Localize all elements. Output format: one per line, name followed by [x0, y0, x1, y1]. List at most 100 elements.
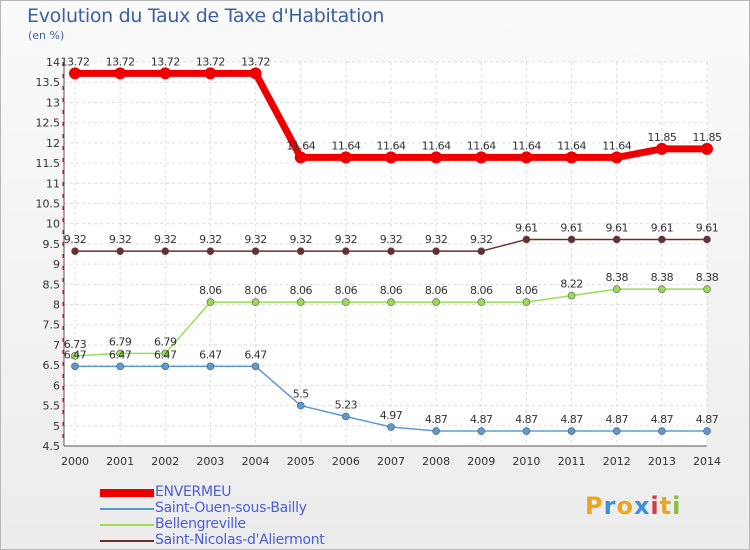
data-label: 11.64	[377, 139, 406, 152]
data-label: 6.47	[154, 348, 177, 361]
data-point	[567, 427, 576, 435]
legend-label: ENVERMEU	[155, 484, 232, 500]
y-tick-label: 6	[53, 379, 60, 392]
y-tick-label: 13	[46, 96, 60, 109]
data-label: 4.87	[560, 413, 583, 426]
data-point	[432, 298, 440, 306]
data-label: 6.79	[154, 335, 177, 348]
data-label: 6.47	[244, 348, 267, 361]
data-label: 8.06	[335, 284, 358, 297]
data-label: 11.64	[286, 139, 315, 152]
data-label: 4.87	[470, 413, 493, 426]
data-label: 11.85	[647, 131, 676, 144]
y-tick-label: 6.5	[43, 359, 61, 372]
data-point	[432, 247, 440, 255]
data-point	[430, 151, 443, 164]
data-label: 11.64	[602, 139, 631, 152]
data-label: 8.06	[289, 284, 312, 297]
data-label: 11.64	[467, 139, 496, 152]
data-label: 9.32	[109, 233, 132, 246]
x-tick-label: 2004	[242, 455, 270, 468]
logo-letter: r	[603, 492, 617, 520]
plot-area	[64, 62, 707, 446]
y-tick-label: 5.5	[43, 400, 61, 413]
data-point	[612, 427, 621, 435]
data-label: 8.06	[515, 284, 538, 297]
data-label: 9.32	[335, 233, 358, 246]
chart-title: Evolution du Taux de Taxe d'Habitation	[27, 5, 385, 27]
data-label: 9.32	[199, 233, 222, 246]
data-point	[610, 151, 623, 164]
data-label: 13.72	[61, 55, 90, 68]
data-point	[69, 67, 81, 80]
data-point	[116, 362, 124, 371]
data-label: 8.38	[696, 271, 719, 284]
data-label: 8.38	[605, 271, 628, 284]
data-label: 8.38	[651, 271, 674, 284]
data-point	[658, 285, 666, 293]
data-point	[703, 235, 711, 244]
data-label: 13.72	[151, 55, 180, 68]
logo-letter: P	[585, 492, 604, 520]
data-label: 8.06	[199, 284, 222, 297]
x-tick-label: 2012	[603, 455, 631, 468]
data-label: 4.87	[425, 413, 448, 426]
data-label: 8.06	[380, 284, 403, 297]
data-label: 11.85	[693, 131, 722, 144]
data-label: 9.61	[605, 221, 628, 234]
logo-letter: i	[650, 492, 660, 520]
logo-letter: o	[616, 492, 634, 520]
y-tick-label: 9.5	[43, 238, 61, 251]
x-tick-label: 2011	[558, 455, 586, 468]
y-tick-label: 7	[53, 339, 60, 352]
data-point	[612, 285, 621, 293]
data-point	[612, 235, 621, 244]
y-tick-label: 14	[46, 56, 60, 69]
data-point	[387, 247, 395, 255]
data-label: 11.64	[331, 139, 360, 152]
x-tick-label: 2006	[332, 455, 360, 468]
unit-label: (en %)	[28, 29, 65, 42]
legend-swatch-bellengreville	[100, 517, 154, 533]
logo-letter: t	[659, 492, 673, 520]
x-tick-label: 2002	[151, 455, 179, 468]
data-label: 6.79	[109, 335, 132, 348]
x-tick-label: 2009	[467, 455, 495, 468]
data-point	[251, 362, 260, 371]
y-tick-label: 10	[46, 218, 60, 231]
y-tick-label: 4.5	[43, 440, 61, 453]
data-point	[342, 298, 350, 306]
data-point	[387, 298, 395, 306]
data-point	[477, 247, 486, 255]
data-point	[567, 235, 576, 244]
proxiti-logo: Proxiti	[585, 492, 681, 520]
data-label: 11.64	[557, 139, 586, 152]
x-tick-label: 2001	[106, 455, 134, 468]
data-label: 4.97	[380, 409, 403, 422]
y-tick-label: 12	[46, 137, 60, 150]
data-label: 13.72	[241, 55, 270, 68]
data-point	[71, 362, 79, 371]
legend-swatch-envermeu	[100, 485, 154, 501]
legend-swatch-saint-nicolas	[100, 533, 154, 549]
data-point	[249, 67, 262, 80]
y-tick-label: 13.5	[36, 76, 61, 89]
data-label: 4.87	[696, 413, 719, 426]
data-point	[342, 412, 350, 421]
data-point	[206, 362, 215, 371]
data-label: 9.61	[515, 221, 538, 234]
data-point	[703, 285, 711, 293]
data-point	[565, 151, 578, 164]
x-tick-label: 2000	[61, 455, 89, 468]
data-point	[385, 151, 397, 164]
x-tick-label: 2007	[377, 455, 405, 468]
data-label: 8.06	[470, 284, 493, 297]
x-tick-label: 2013	[648, 455, 676, 468]
legend-label: Saint-Nicolas-d'Aliermont	[155, 532, 325, 548]
x-tick-label: 2014	[693, 455, 721, 468]
y-tick-label: 5	[53, 420, 60, 433]
data-point	[387, 423, 395, 431]
data-label: 9.61	[651, 221, 674, 234]
data-point	[432, 427, 440, 435]
